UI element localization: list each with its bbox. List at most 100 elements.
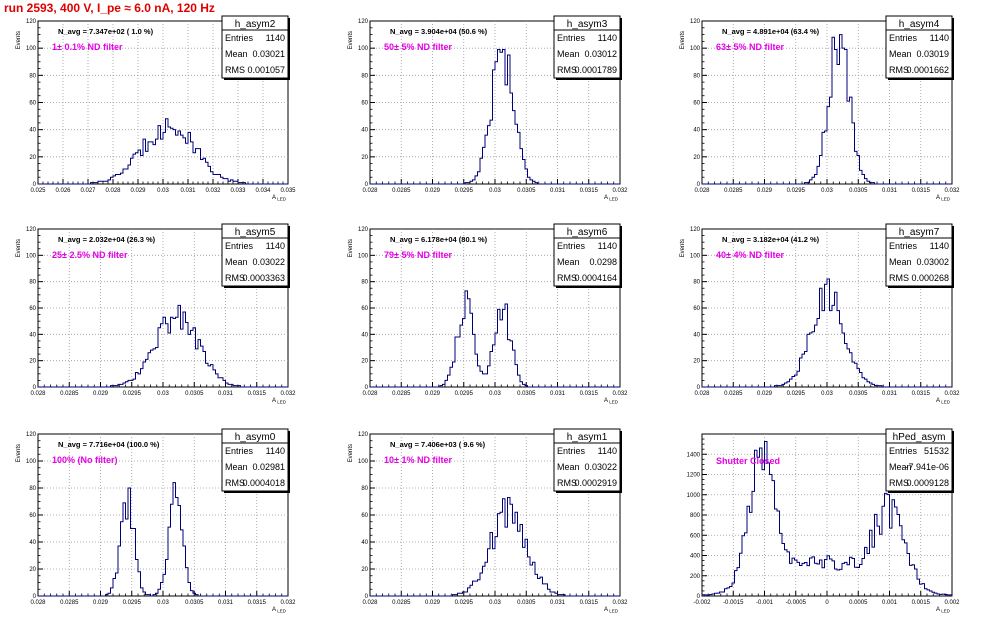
stats-key: RMS (225, 478, 245, 488)
stats-value: 0.0001789 (574, 65, 617, 75)
x-tick-label: 0.0305 (517, 188, 536, 194)
x-tick-label: 0.0315 (912, 391, 931, 397)
x-tick-label: 0.0285 (60, 391, 79, 397)
stats-box-shadow (224, 491, 290, 493)
stats-value: 1140 (598, 241, 617, 251)
x-tick-label: -0.0005 (786, 600, 807, 606)
stats-box-title: h_asym7 (899, 227, 940, 238)
stats-box: h_asym3 Entries 1140 Mean 0.03012 RMS0.000178… (553, 15, 622, 80)
stats-box-frame (885, 428, 953, 492)
histogram-series (370, 496, 620, 597)
stats-box-shadow (556, 286, 622, 288)
y-tick-label: 40 (29, 332, 36, 338)
stats-key: RMS (557, 65, 577, 75)
y-tick-label: 40 (361, 540, 368, 546)
y-tick-label: 0 (33, 594, 37, 600)
y-tick-label: 0 (697, 385, 701, 391)
x-tick-label: 0.028 (105, 188, 121, 194)
filter-note: Shutter Closed (716, 456, 780, 466)
y-tick-label: 20 (29, 567, 36, 573)
stats-value: -7.941e-06 (905, 462, 949, 472)
y-axis-title: Events (680, 31, 686, 49)
y-tick-label: 120 (26, 227, 37, 233)
x-tick-label: 0.03 (821, 188, 833, 194)
x-tick-label: 0.028 (694, 188, 710, 194)
x-tick-label: 0.029 (93, 600, 109, 606)
y-tick-label: 120 (690, 19, 701, 25)
x-tick-label: 0.0285 (724, 391, 743, 397)
filter-note: 25± 2.5% ND filter (52, 250, 128, 260)
stats-box-shadow (952, 18, 954, 80)
filter-note: 10± 1% ND filter (384, 455, 452, 465)
x-tick-label: 0.03 (489, 391, 501, 397)
y-tick-label: 120 (358, 432, 369, 438)
y-tick-label: 0 (697, 182, 701, 188)
x-axis-title: A LED (936, 607, 951, 614)
x-tick-label: 0.033 (230, 188, 246, 194)
y-axis-title: Events (348, 444, 354, 462)
x-tick-label: 0.0305 (517, 391, 536, 397)
y-tick-label: 80 (361, 280, 368, 286)
x-tick-label: 0.0315 (248, 391, 267, 397)
panel-h_asym4: 0.028 0.0285 0.029 0.0295 0.03 0.0305 0.031 0.0… (680, 15, 960, 202)
x-tick-label: 0.03 (157, 600, 169, 606)
histogram-series (370, 290, 620, 388)
x-tick-label: 0.028 (30, 600, 46, 606)
y-tick-label: 20 (693, 155, 700, 161)
stats-box: h_asym2 Entries 1140 Mean 0.03021 RMS 0.001057 (221, 15, 290, 80)
y-tick-label: 40 (693, 128, 700, 134)
stats-key: RMS (557, 273, 577, 283)
stats-box: h_asym5 Entries 1140 Mean 0.03022 RMS0.000336… (221, 223, 290, 288)
x-tick-label: 0.0005 (849, 600, 868, 606)
x-tick-label: 0.031 (550, 391, 566, 397)
stats-value: 1140 (266, 241, 285, 251)
x-tick-label: 0.0295 (455, 188, 474, 194)
y-tick-label: 0 (365, 594, 369, 600)
stats-box-shadow (888, 78, 954, 80)
x-tick-label: 0.0315 (580, 600, 599, 606)
y-tick-label: 60 (29, 101, 36, 107)
x-tick-label: 0.03 (157, 188, 169, 194)
stats-value: 1140 (266, 33, 285, 43)
histogram-series (38, 118, 288, 185)
stats-value: 0.0298 (589, 257, 617, 267)
x-tick-label: 0.0015 (912, 600, 931, 606)
stats-box-shadow (288, 18, 290, 80)
y-axis-title: Events (16, 31, 22, 49)
y-tick-label: 120 (26, 432, 37, 438)
x-tick-label: 0.032 (612, 188, 628, 194)
stats-key: Entries (225, 446, 254, 456)
stats-box-shadow (620, 431, 622, 493)
stats-key: RMS (225, 65, 245, 75)
y-tick-label: 60 (29, 513, 36, 519)
stats-value: 0.0001662 (906, 65, 949, 75)
x-tick-label: 0.0285 (392, 188, 411, 194)
x-tick-label: 0.0295 (123, 391, 142, 397)
stats-box-shadow (224, 286, 290, 288)
panel-h_asym2: 0.025 0.026 0.027 0.028 0.029 0.03 0.031 0.032 0… (16, 15, 296, 202)
histogram-series (702, 278, 952, 388)
x-tick-label: 0.0305 (849, 188, 868, 194)
stats-key: Entries (225, 241, 254, 251)
stats-box-frame (221, 15, 289, 79)
n-avg-label: N_avg = 7.406e+03 ( 9.6 %) (390, 440, 486, 449)
y-tick-label: 80 (29, 486, 36, 492)
stats-key: Mean (557, 462, 580, 472)
y-tick-label: 100 (690, 46, 701, 52)
stats-value: 0.03012 (584, 49, 617, 59)
x-axis-title: A LED (604, 607, 619, 614)
y-tick-label: 100 (690, 253, 701, 259)
stats-key: Mean (225, 49, 248, 59)
filter-note: 100% (No filter) (52, 455, 118, 465)
stats-box-title: h_asym5 (235, 227, 276, 238)
stats-value: 0.0004018 (242, 478, 285, 488)
x-tick-label: 0.031 (218, 600, 234, 606)
stats-value: 0.000268 (911, 273, 949, 283)
stats-box-shadow (952, 226, 954, 288)
filter-note: 40± 4% ND filter (716, 250, 784, 260)
n-avg-label: N_avg = 2.032e+04 (26.3 %) (58, 235, 156, 244)
x-axis-title: A LED (272, 398, 287, 405)
x-tick-label: 0.0285 (724, 188, 743, 194)
y-tick-label: 60 (693, 306, 700, 312)
